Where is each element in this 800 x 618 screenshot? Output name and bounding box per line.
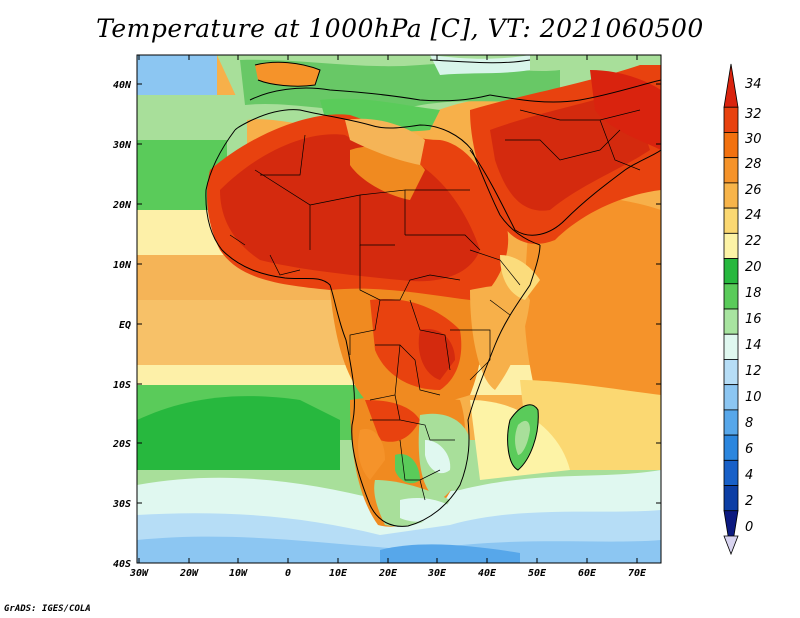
colorbar-label: 2: [745, 494, 753, 509]
colorbar-label: 8: [745, 416, 753, 431]
colorbar-tip: [723, 535, 739, 556]
credit-text: GrADS: IGES/COLA: [4, 604, 91, 614]
colorbar-swatch: [723, 63, 739, 108]
colorbar-label: 0: [745, 520, 753, 535]
colorbar-swatch: [723, 359, 739, 386]
colorbar-swatch: [723, 409, 739, 436]
country-borders: [229, 109, 641, 501]
colorbar-label: 32: [745, 107, 762, 122]
lon-tick-label: 0: [285, 568, 291, 579]
lat-tick-label: 20N: [112, 200, 132, 211]
colorbar-swatch: [723, 384, 739, 411]
lon-tick-label: 60E: [578, 568, 597, 579]
lon-tick-label: 30E: [427, 568, 447, 579]
colorbar-label: 18: [745, 286, 762, 301]
lat-tick-label: 10N: [113, 260, 132, 271]
lon-tick-label: 70E: [628, 568, 647, 579]
colorbar-swatch: [723, 434, 739, 461]
lon-tick-label: 20E: [378, 568, 398, 579]
plot-frame: [136, 54, 662, 564]
colorbar-label: 16: [745, 312, 762, 327]
lon-tick-label: 40E: [478, 568, 497, 579]
colorbar-swatch: [723, 485, 739, 512]
lat-tick-label: 30S: [112, 499, 131, 510]
colorbar-labels: 34 32 30 28 26 24 22 20 18 16 14 12 10 8…: [745, 77, 762, 535]
lat-tick-label: 10S: [113, 380, 131, 391]
lat-tick-label: 20S: [112, 439, 131, 450]
colorbar-label: 20: [745, 260, 762, 275]
colorbar-swatch: [723, 308, 739, 335]
colorbar-swatch: [723, 333, 739, 360]
colorbar-swatch: [723, 258, 739, 285]
temperature-field: [137, 55, 661, 563]
colorbar-label: 10: [745, 390, 762, 405]
lat-tick-label: 30N: [112, 140, 132, 151]
colorbar-label: 22: [745, 234, 762, 249]
colorbar-swatch: [723, 283, 739, 310]
colorbar-swatch: [723, 459, 739, 486]
colorbar-swatch: [723, 232, 739, 259]
lon-tick-label: 50E: [528, 568, 547, 579]
colorbar-label: 26: [745, 183, 762, 198]
lat-tick-label: 40S: [113, 559, 131, 570]
lon-tick-label: 20W: [179, 568, 199, 579]
colorbar-swatch: [723, 132, 739, 159]
colorbar-swatch: [723, 106, 739, 133]
lon-tick-label: 10E: [329, 568, 348, 579]
latitude-axis: 40N 30N 20N 10N EQ 10S 20S 30S 40S: [112, 80, 132, 570]
colorbar-label: 12: [745, 364, 762, 379]
colorbar-swatch: [723, 157, 739, 184]
colorbar-label: 28: [745, 157, 762, 172]
map-title: Temperature at 1000hPa [C], VT: 20210605…: [96, 14, 704, 43]
colorbar-label: 30: [745, 132, 762, 147]
lon-tick-label: 30W: [129, 568, 149, 579]
colorbar-swatch: [723, 182, 739, 209]
colorbar-swatch: [723, 207, 739, 234]
colorbar-label: 6: [745, 442, 753, 457]
colorbar: [723, 63, 739, 556]
axis-ticks: [137, 55, 661, 564]
colorbar-label: 14: [745, 338, 762, 353]
colorbar-swatch: [723, 510, 739, 555]
lat-tick-label: 40N: [113, 80, 132, 91]
colorbar-label: 4: [745, 468, 753, 483]
longitude-axis: 30W 20W 10W 0 10E 20E 30E 40E 50E 60E 70…: [129, 568, 647, 579]
colorbar-label: 24: [745, 208, 762, 223]
lon-tick-label: 10W: [229, 568, 248, 579]
colorbar-label: 34: [745, 77, 762, 92]
lat-tick-label: EQ: [119, 320, 131, 331]
